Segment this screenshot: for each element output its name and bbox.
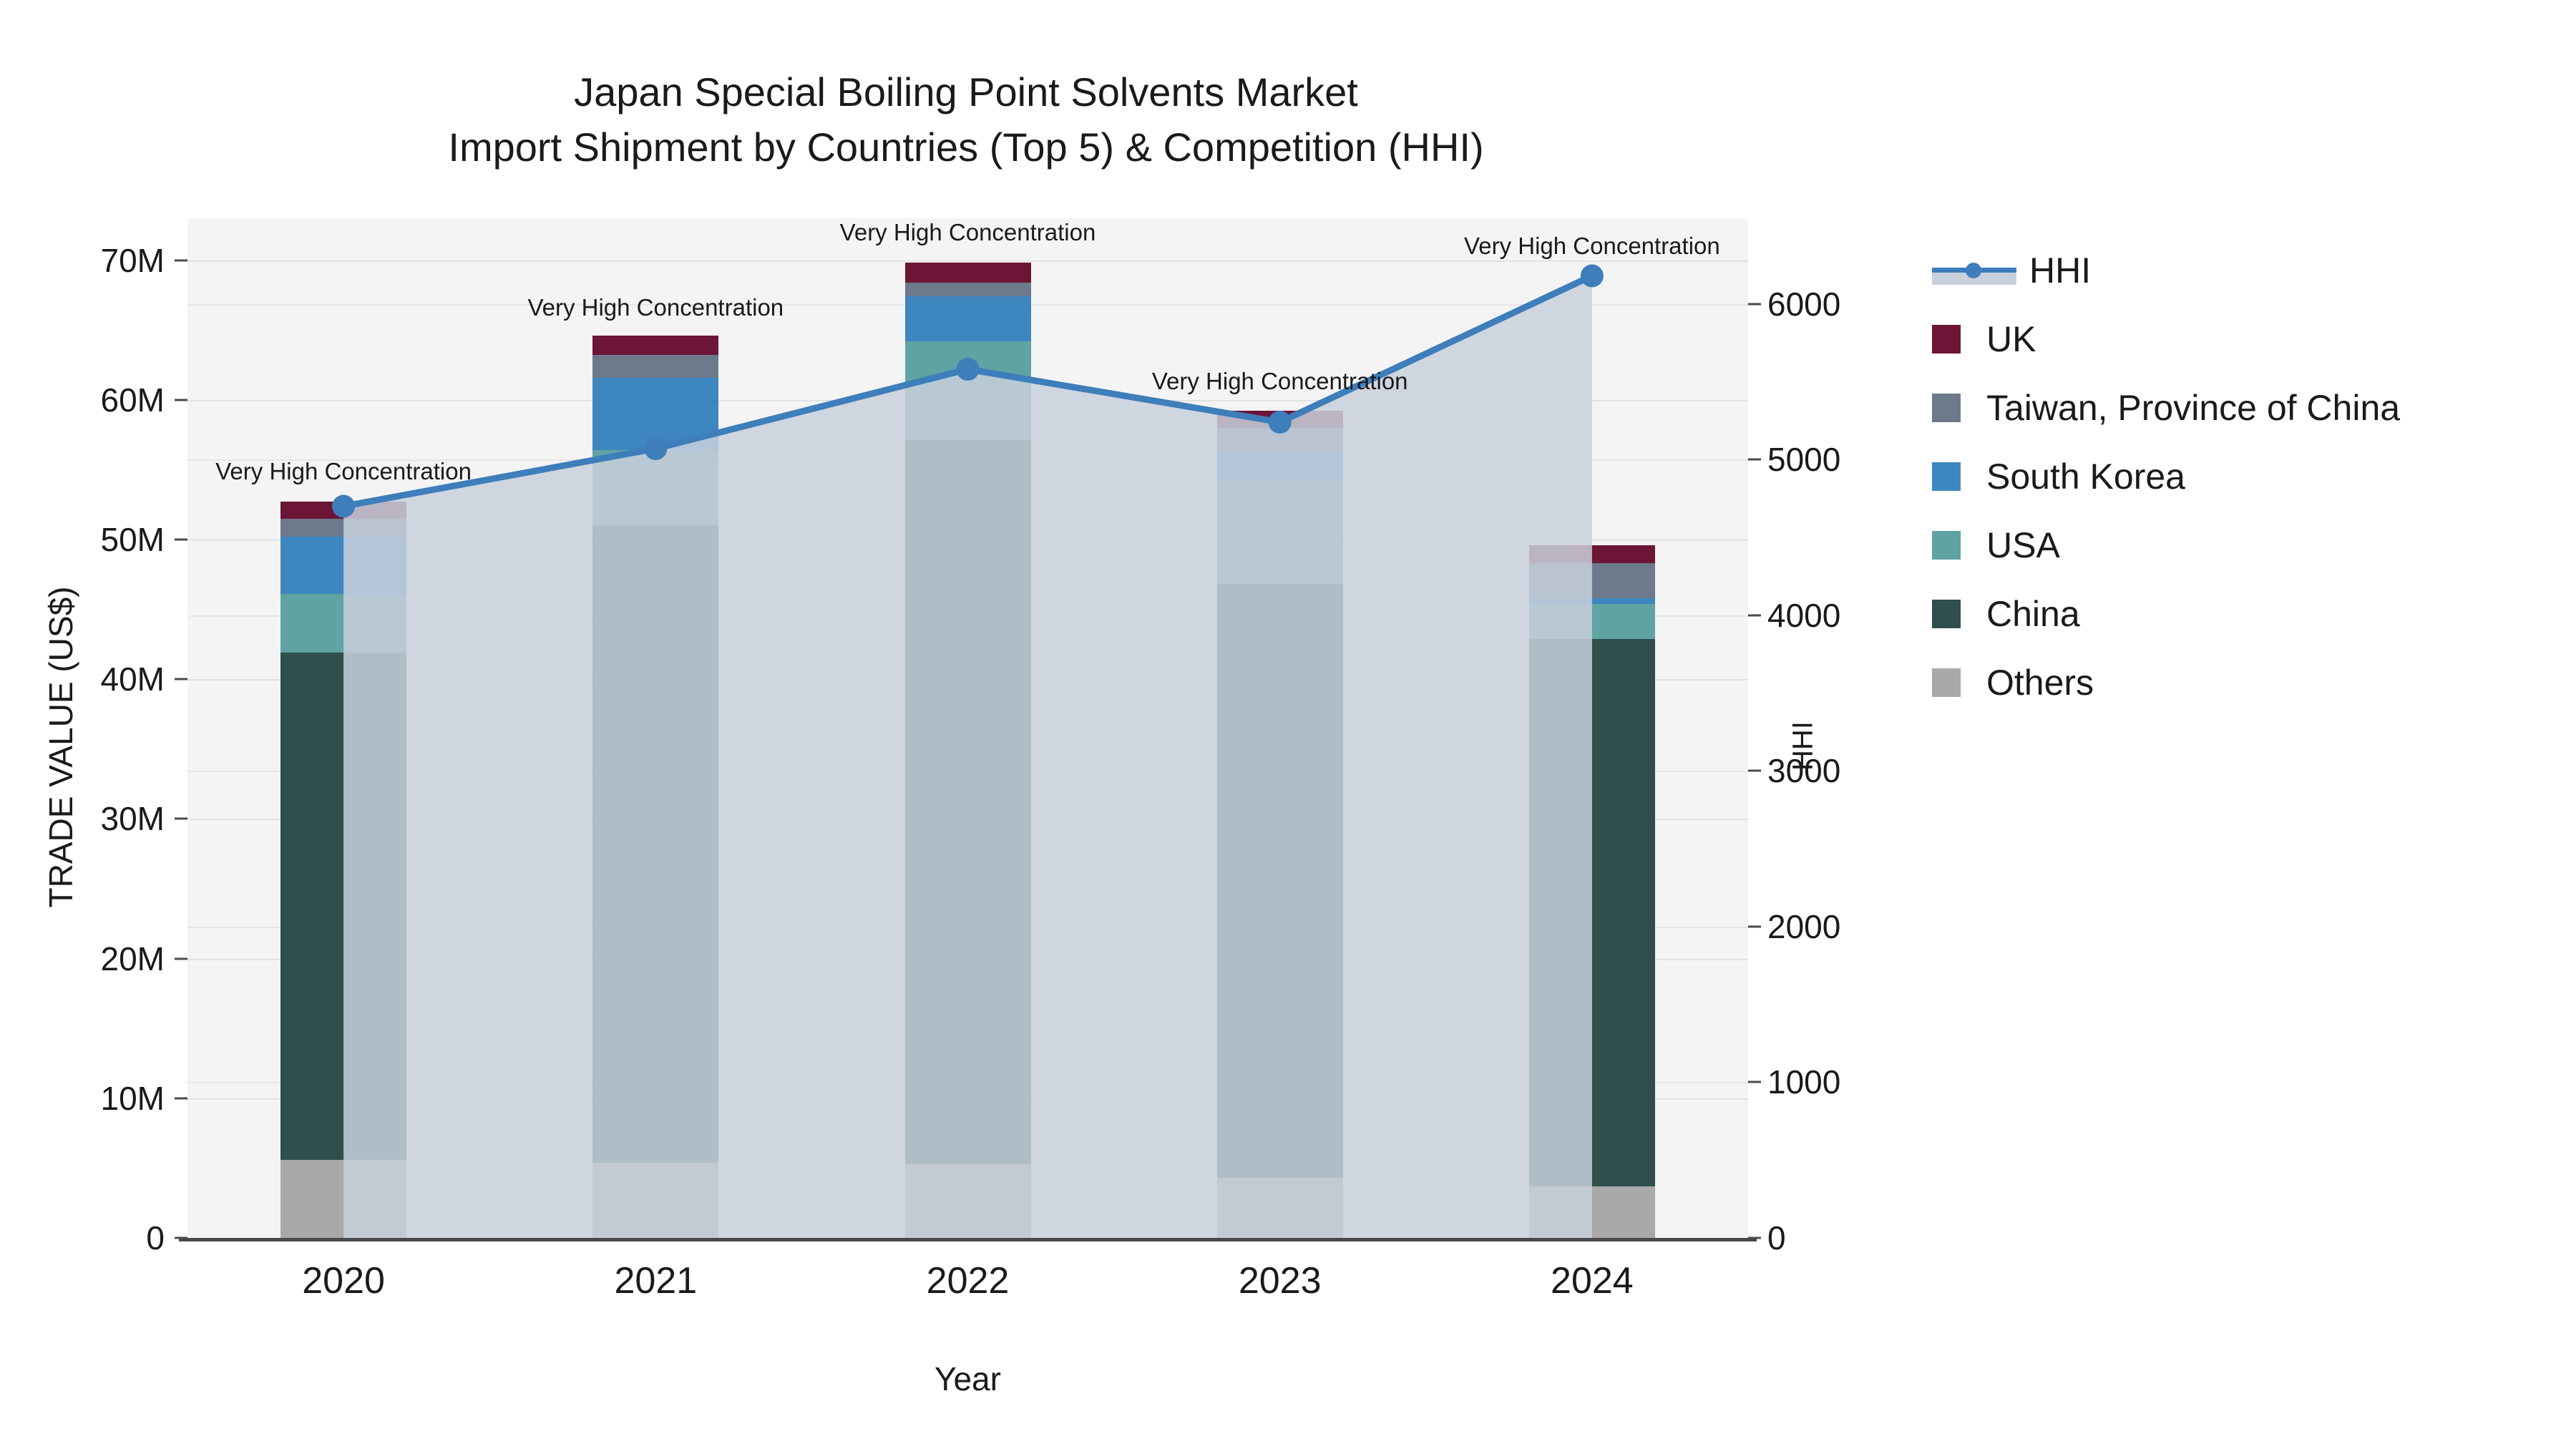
y-axis-right-tick-label: 5000: [1767, 441, 1841, 479]
bar-segment[interactable]: [592, 355, 719, 378]
y-axis-left-tick-label: 60M: [100, 381, 165, 419]
gridline: [187, 260, 1748, 262]
chart-title-line-1: Japan Special Boiling Point Solvents Mar…: [574, 69, 1358, 114]
y-axis-left-tick-label: 20M: [100, 940, 165, 977]
legend-marker-dot: [1966, 263, 1981, 278]
legend-item-hhi[interactable]: HHI: [1932, 236, 2400, 305]
y-axis-right-tick-mark: [1748, 925, 1761, 928]
legend-item-label: Others: [1986, 663, 2094, 703]
x-axis-line: [179, 1238, 1757, 1241]
legend-item-uk[interactable]: UK: [1932, 305, 2400, 374]
annotation-very-high-concentration: Very High Concentration: [839, 219, 1096, 246]
x-axis-tick-2021: 2021: [614, 1260, 698, 1302]
chart-title-line-2: Import Shipment by Countries (Top 5) & C…: [448, 125, 1484, 170]
hhi-marker[interactable]: [332, 494, 356, 518]
hhi-marker[interactable]: [1580, 264, 1604, 288]
legend-item-label: UK: [1986, 319, 2036, 359]
legend-item-label: China: [1986, 594, 2080, 634]
legend-color-swatch: [1932, 668, 1961, 697]
y-axis-left-tick-mark: [175, 1236, 187, 1239]
y-axis-right-label: HHI: [1787, 721, 1819, 771]
y-axis-left-label: TRADE VALUE (US$): [42, 586, 79, 908]
chart-title: Japan Special Boiling Point Solvents Mar…: [0, 64, 1932, 175]
x-axis-tick-2020: 2020: [302, 1260, 385, 1302]
y-axis-left-tick-label: 10M: [100, 1079, 165, 1117]
y-axis-left-tick-label: 40M: [100, 660, 165, 698]
y-axis-right-tick-label: 4000: [1767, 596, 1841, 634]
y-axis-right-tick-mark: [1748, 769, 1761, 772]
bar-segment[interactable]: [592, 335, 719, 356]
y-axis-left-tick-label: 50M: [100, 520, 165, 558]
y-axis-left-tick-mark: [175, 957, 187, 960]
y-axis-left-tick-mark: [175, 678, 187, 680]
y-axis-left-tick-mark: [175, 538, 187, 541]
x-axis-tick-2024: 2024: [1551, 1260, 1634, 1302]
y-axis-left-tick-mark: [175, 259, 187, 262]
hhi-area-fill: [343, 275, 1592, 1238]
legend-color-swatch: [1932, 462, 1961, 491]
legend-item-others[interactable]: Others: [1932, 648, 2400, 717]
y-axis-left-tick-label: 30M: [100, 800, 165, 838]
bar-segment[interactable]: [904, 282, 1031, 297]
annotation-very-high-concentration: Very High Concentration: [1151, 368, 1408, 395]
legend-item-label: Taiwan, Province of China: [1986, 388, 2401, 428]
x-axis-tick-2022: 2022: [926, 1260, 1010, 1302]
annotation-very-high-concentration: Very High Concentration: [1464, 233, 1720, 260]
legend-item-usa[interactable]: USA: [1932, 511, 2400, 580]
legend-item-label: HHI: [2029, 250, 2092, 291]
y-axis-left-tick-mark: [175, 1097, 187, 1100]
legend-item-label: South Korea: [1986, 457, 2185, 497]
chart-legend: HHI UK Taiwan, Province of China South Kore…: [1932, 236, 2400, 717]
legend-line-swatch-icon: [1932, 256, 2016, 285]
x-axis-label: Year: [935, 1360, 1001, 1397]
y-axis-right-tick-mark: [1748, 1080, 1761, 1083]
x-axis-tick-2023: 2023: [1238, 1260, 1322, 1302]
annotation-very-high-concentration: Very High Concentration: [527, 293, 784, 321]
y-axis-left-tick-label: 0: [146, 1219, 165, 1257]
hhi-marker[interactable]: [1268, 411, 1292, 434]
hhi-marker[interactable]: [644, 436, 668, 460]
y-axis-right-tick-mark: [1748, 458, 1761, 461]
bar-segment[interactable]: [904, 296, 1031, 341]
bar-segment[interactable]: [904, 263, 1031, 283]
y-axis-right-tick-mark: [1748, 614, 1761, 617]
legend-item-label: USA: [1986, 525, 2060, 565]
legend-color-swatch: [1932, 325, 1961, 353]
legend-item-taiwan-province-of-china[interactable]: Taiwan, Province of China: [1932, 374, 2400, 442]
y-axis-left-tick-mark: [175, 399, 187, 401]
legend-item-china[interactable]: China: [1932, 580, 2400, 648]
legend-color-swatch: [1932, 394, 1961, 422]
hhi-line-series: [332, 264, 1604, 1238]
y-axis-right-tick-label: 0: [1767, 1219, 1786, 1257]
y-axis-right-tick-mark: [1748, 1236, 1761, 1239]
plot-area: Very High Concentration Very High Concent…: [187, 218, 1748, 1239]
legend-item-south-korea[interactable]: South Korea: [1932, 442, 2400, 511]
y-axis-left-tick-label: 70M: [100, 241, 165, 279]
legend-color-swatch: [1932, 600, 1961, 628]
y-axis-right-tick-label: 2000: [1767, 907, 1841, 945]
hhi-marker[interactable]: [956, 358, 980, 381]
y-axis-left-tick-mark: [175, 817, 187, 820]
y-axis-right-tick-label: 3000: [1767, 752, 1841, 790]
y-axis-right-tick-mark: [1748, 303, 1761, 306]
y-axis-right-tick-label: 1000: [1767, 1063, 1841, 1101]
annotation-very-high-concentration: Very High Concentration: [215, 458, 472, 485]
legend-color-swatch: [1932, 531, 1961, 560]
y-axis-right-tick-label: 6000: [1767, 285, 1841, 323]
